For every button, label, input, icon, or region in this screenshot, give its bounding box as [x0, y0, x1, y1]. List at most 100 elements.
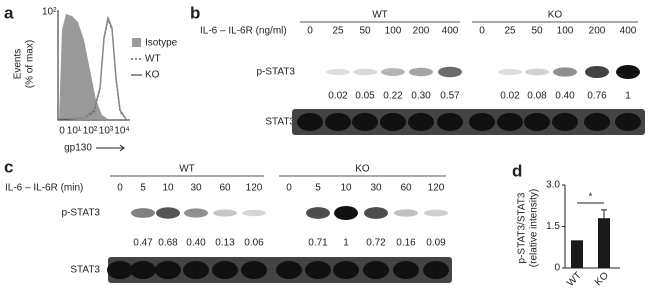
treatment-label: IL-6 – IL-6R (ng/ml) — [200, 26, 287, 37]
pstat3-band — [213, 209, 237, 217]
lane-label: 60 — [400, 183, 412, 194]
pstat3-band — [553, 67, 577, 77]
lane-label: 5 — [140, 183, 146, 194]
pstat3-band — [326, 68, 350, 76]
lane-label: 120 — [246, 183, 263, 194]
row-label: p-STAT3 — [256, 67, 295, 78]
group-label: KO — [355, 164, 370, 175]
lane-label: 0 — [307, 26, 313, 37]
lane-label: 0 — [286, 183, 292, 194]
stat3-band — [423, 261, 449, 279]
y-tick-label: 10² — [42, 7, 57, 18]
stat3-band — [524, 113, 550, 131]
panel-letter: c — [4, 157, 13, 176]
bar — [598, 218, 610, 268]
stat3-band — [155, 261, 181, 279]
y-tick-label: 0 — [554, 263, 560, 274]
row-label: STAT3 — [265, 117, 295, 128]
x-tick-label: 10² — [83, 126, 98, 137]
quantification: 0.02 — [500, 91, 520, 102]
quantification: 1 — [343, 238, 349, 249]
stat3-band — [497, 113, 523, 131]
lane-label: 100 — [385, 26, 402, 37]
lane-label: 10 — [340, 183, 352, 194]
y-tick-label: 3.0 — [546, 180, 560, 191]
quantification: 0.40 — [186, 238, 206, 249]
quantification: 0.47 — [133, 238, 153, 249]
pstat3-band — [424, 209, 448, 217]
pstat3-band — [585, 65, 609, 79]
stat3-band — [333, 261, 359, 279]
quantification: 0.08 — [527, 91, 547, 102]
legend-label: Isotype — [145, 38, 178, 49]
pstat3-band — [184, 208, 208, 218]
lane-label: 30 — [190, 183, 202, 194]
pstat3-band — [438, 66, 462, 78]
quantification: 1 — [625, 91, 631, 102]
lane-label: 50 — [359, 26, 371, 37]
lane-label: 25 — [332, 26, 344, 37]
ko-histogram — [58, 15, 127, 120]
stat3-band — [469, 113, 495, 131]
quantification: 0.22 — [383, 91, 403, 102]
axis — [57, 10, 130, 121]
stat3-band — [130, 261, 156, 279]
legend-label: WT — [145, 54, 161, 65]
pstat3-band — [131, 208, 155, 218]
quantification: 0.09 — [426, 238, 446, 249]
pstat3-band — [525, 68, 549, 76]
lane-label: 50 — [531, 26, 543, 37]
stat3-band — [107, 261, 133, 279]
stat3-band — [552, 113, 578, 131]
stat3-band — [615, 113, 641, 131]
quantification: 0.72 — [366, 238, 386, 249]
stat3-band — [305, 261, 331, 279]
x-tick-label: 10³ — [99, 126, 114, 137]
lane-label: 120 — [428, 183, 445, 194]
group-label: WT — [179, 164, 195, 175]
quantification: 0.13 — [215, 238, 235, 249]
lane-label: 10 — [162, 183, 174, 194]
lane-label: 0 — [479, 26, 485, 37]
pstat3-band — [381, 68, 405, 76]
stat3-band — [393, 261, 419, 279]
y-label: p-STAT3/STAT3 — [517, 192, 528, 263]
group-label: WT — [372, 10, 388, 21]
x-tick-label: KO — [593, 270, 611, 288]
bar — [571, 240, 583, 268]
quantification: 0.57 — [440, 91, 460, 102]
row-label: p-STAT3 — [61, 208, 100, 219]
lane-label: 5 — [315, 183, 321, 194]
error-bar — [601, 209, 607, 219]
panel-letter: b — [190, 3, 200, 22]
lane-label: 400 — [620, 26, 637, 37]
x-tick-label: 10¹ — [67, 126, 82, 137]
lane-label: 0 — [117, 183, 123, 194]
lane-label: 400 — [442, 26, 459, 37]
lane-label: 25 — [504, 26, 516, 37]
stat3-band — [241, 261, 267, 279]
stat3-band — [380, 113, 406, 131]
stat3-band — [352, 113, 378, 131]
y-tick-label: 1.5 — [546, 221, 560, 232]
quantification: 0.30 — [411, 91, 431, 102]
stat3-band — [276, 261, 302, 279]
quantification: 0.02 — [328, 91, 348, 102]
pstat3-band — [306, 207, 330, 219]
y-label: (relative intensity) — [529, 189, 540, 267]
y-label: Events — [13, 49, 24, 80]
pstat3-band — [498, 68, 522, 76]
quantification: 0.71 — [308, 238, 328, 249]
stat3-band — [363, 261, 389, 279]
stat3-band — [212, 261, 238, 279]
pstat3-band — [409, 67, 433, 77]
arrow — [96, 144, 125, 152]
quantification: 0.16 — [396, 238, 416, 249]
quantification: 0.06 — [244, 238, 264, 249]
stat3-band — [183, 261, 209, 279]
x-tick-label: WT — [565, 270, 584, 289]
x-label: gp130 — [64, 143, 92, 154]
x-tick-label: 0 — [59, 126, 65, 137]
legend-swatch — [132, 38, 141, 47]
